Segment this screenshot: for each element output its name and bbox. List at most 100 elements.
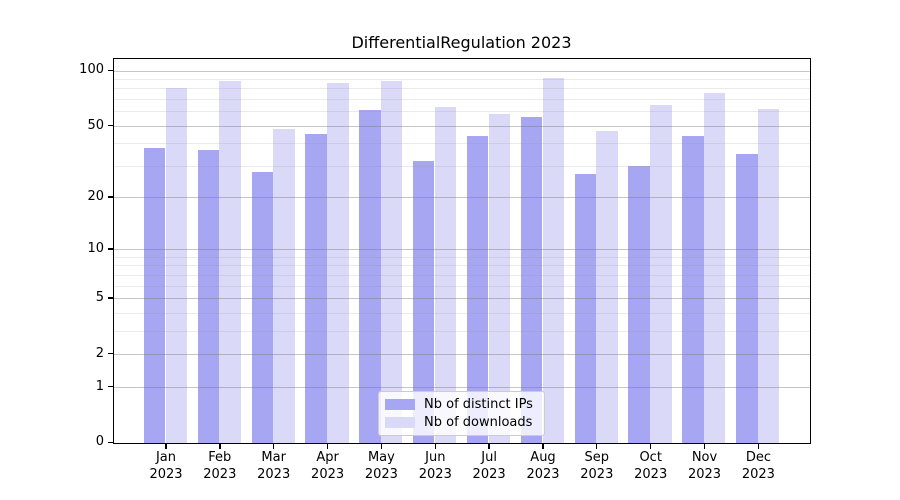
x-tick-year: 2023 [257,466,291,482]
bar-distinct-ips [305,134,327,443]
gridline-major [114,353,810,355]
x-tick-label: Jan 2023 [135,450,197,483]
legend-swatch-downloads [385,416,415,428]
gridline-minor [114,265,810,267]
bar-downloads [757,109,780,443]
bar-downloads [704,92,726,443]
bar-downloads [650,105,672,443]
x-tick-mark [488,444,490,449]
chart-title: DifferentialRegulation 2023 [351,33,572,52]
legend-label-downloads: Nb of downloads [424,414,533,430]
bar-downloads [596,131,618,443]
gridline-minor [114,330,810,332]
x-tick-year: 2023 [526,466,560,482]
bar-downloads [488,114,511,443]
gridline-minor [114,274,810,276]
bar-downloads [165,87,187,443]
x-tick-year: 2023 [634,466,668,482]
x-tick-year: 2023 [472,466,506,482]
y-tick-label: 2 [95,345,104,361]
y-tick-mark [108,441,113,444]
bar-downloads [273,129,295,443]
gridline-major [114,125,810,127]
x-tick-label: Jul 2023 [458,450,520,483]
x-tick-mark [326,444,329,449]
gridline-major [114,249,810,251]
x-tick-mark [703,444,706,449]
gridline-minor [114,78,810,80]
x-tick-month: Jan [155,450,177,465]
gridline-major [114,386,810,388]
bar-distinct-ips [197,149,220,443]
x-tick-month: Jul [481,450,497,465]
y-tick-mark [108,124,113,127]
bar-downloads [219,81,241,443]
gridline-minor [114,285,810,287]
x-tick-mark [165,444,167,449]
bar-distinct-ips [466,136,489,443]
bar-distinct-ips [574,174,596,443]
x-tick-month: Oct [639,450,662,465]
gridline-major [114,298,810,300]
x-tick-mark [757,444,759,449]
grid-layer [114,59,810,443]
x-tick-year: 2023 [311,466,345,482]
y-tick-mark [108,196,113,198]
x-tick-label: Dec 2023 [727,450,789,483]
legend: Nb of distinct IPs Nb of downloads [378,391,545,436]
x-tick-mark [542,444,544,449]
gridline-minor [114,165,810,167]
bar-distinct-ips [682,136,704,443]
x-tick-label: Jun 2023 [404,450,466,483]
bar-downloads [381,81,403,443]
y-tick-mark [108,297,113,299]
y-tick-mark [108,353,113,355]
y-tick-mark [108,385,113,388]
bar-distinct-ips [736,154,758,443]
legend-swatch-distinct-ips [385,399,415,411]
y-tick-label: 5 [95,290,104,305]
x-tick-year: 2023 [687,466,722,482]
x-tick-year: 2023 [203,466,237,482]
legend-entry-downloads: Nb of downloads [385,415,538,430]
bar-distinct-ips [359,110,381,443]
x-tick-month: May [367,450,395,465]
plot-area [113,58,811,444]
bar-distinct-ips [520,117,543,443]
x-tick-month: Aug [530,450,556,465]
y-tick-mark [108,248,113,250]
bar-distinct-ips [628,166,650,443]
y-tick-label: 100 [79,62,104,78]
x-tick-month: Nov [691,450,718,465]
x-tick-month: Mar [261,450,286,465]
y-tick-label: 0 [95,434,104,450]
gridline-minor [114,312,810,314]
bar-distinct-ips [251,171,273,443]
x-tick-label: Apr 2023 [297,450,359,483]
x-tick-mark [434,444,436,449]
legend-label-distinct-ips: Nb of distinct IPs [424,397,533,413]
x-tick-year: 2023 [418,466,452,482]
x-tick-month: Dec [745,450,771,465]
bar-distinct-ips [143,147,166,443]
bar-distinct-ips [413,161,435,443]
x-tick-mark [650,444,652,449]
x-tick-month: Apr [316,450,339,465]
x-tick-month: Feb [208,450,232,465]
x-tick-year: 2023 [741,466,775,482]
gridline-minor [114,111,810,113]
x-tick-mark [219,444,221,449]
y-tick-label: 10 [87,241,104,257]
gridline-major [114,70,810,72]
gridline-minor [114,88,810,90]
y-tick-label: 50 [87,117,104,133]
bar-downloads [542,77,564,443]
x-tick-label: Nov 2023 [674,450,736,483]
legend-entry-distinct-ips: Nb of distinct IPs [385,397,538,412]
x-tick-label: Oct 2023 [620,450,682,483]
x-tick-year: 2023 [364,466,398,482]
y-tick-mark [108,69,113,72]
x-tick-label: Sep 2023 [566,450,628,483]
y-tick-label: 20 [87,189,104,204]
x-tick-mark [380,444,383,449]
